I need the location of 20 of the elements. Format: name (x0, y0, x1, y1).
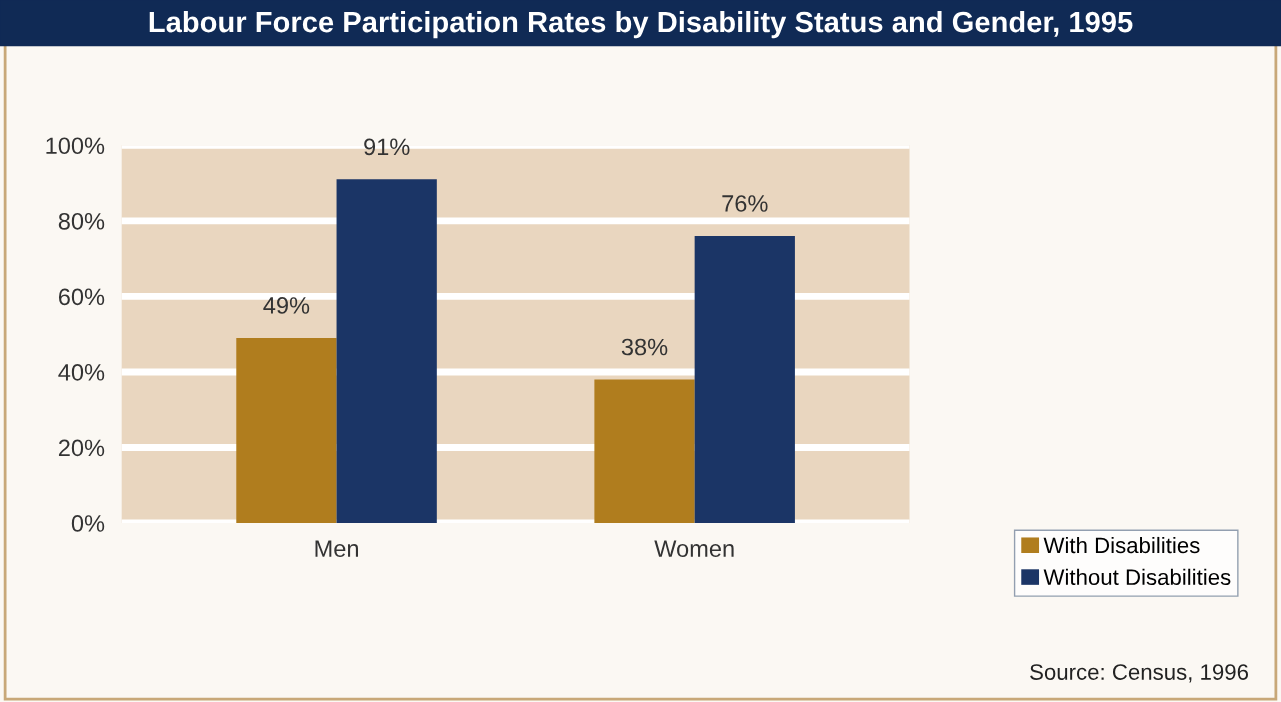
data-label: 91% (364, 138, 410, 156)
bar (336, 179, 437, 523)
legend-label: Without Disabilities (1043, 568, 1231, 586)
data-label: 38% (621, 338, 668, 356)
chart-title: Labour Force Participation Rates by Disability Status and Gender, 1995 (149, 10, 1133, 39)
y-tick-label: 80% (58, 212, 105, 230)
source-note: Source: Census, 1996 (1030, 664, 1249, 683)
x-tick-label: Men (315, 540, 358, 557)
x-tick-label: Women (654, 540, 734, 557)
data-label: 49% (263, 297, 310, 314)
legend-label: With Disabilities (1043, 536, 1200, 554)
y-tick-label: 60% (58, 288, 105, 306)
y-tick-label: 0% (71, 515, 105, 532)
y-tick-label: 100% (46, 137, 105, 155)
data-label: 76% (722, 195, 768, 212)
bar (236, 337, 337, 523)
bar (694, 235, 795, 523)
y-tick-label: 40% (58, 363, 105, 381)
y-tick-label: 20% (58, 439, 105, 457)
bar (594, 379, 695, 523)
